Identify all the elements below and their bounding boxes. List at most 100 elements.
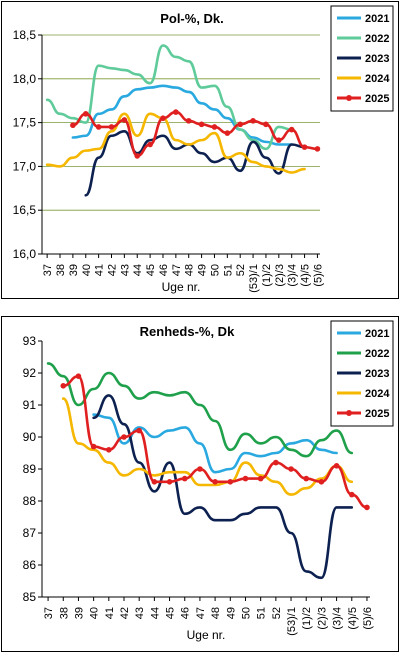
y-tick-label: 87 bbox=[23, 526, 37, 540]
data-point bbox=[263, 121, 269, 128]
legend-label: 2024 bbox=[365, 73, 390, 85]
data-point bbox=[303, 475, 310, 482]
x-tick-label: 48 bbox=[184, 264, 196, 276]
data-point bbox=[333, 463, 340, 469]
y-tick-label: 89 bbox=[23, 462, 37, 476]
series-line bbox=[61, 397, 354, 496]
x-tick-label: 52 bbox=[235, 264, 247, 276]
data-point bbox=[173, 109, 179, 115]
series-2025 bbox=[60, 373, 370, 511]
x-tick-label: (5)/6 bbox=[362, 607, 374, 630]
data-point bbox=[318, 479, 325, 485]
x-tick-label: 41 bbox=[94, 264, 106, 276]
legend-label: 2021 bbox=[365, 13, 389, 25]
data-point bbox=[227, 479, 234, 485]
data-point bbox=[95, 124, 102, 130]
data-point bbox=[147, 141, 153, 148]
y-tick-label: 17,0 bbox=[13, 159, 37, 173]
data-point bbox=[314, 146, 321, 152]
data-point bbox=[364, 504, 370, 511]
x-tick-label: 40 bbox=[81, 264, 93, 276]
x-tick-label: (1)/2 bbox=[261, 264, 273, 287]
data-point bbox=[121, 434, 127, 440]
y-tick-label: 85 bbox=[23, 590, 37, 604]
series-2025 bbox=[70, 109, 321, 159]
x-tick-label: 42 bbox=[119, 607, 131, 619]
data-point bbox=[257, 475, 264, 482]
series-line bbox=[45, 44, 293, 151]
data-point bbox=[60, 383, 67, 389]
data-point bbox=[242, 475, 249, 482]
pol-chart: Pol-%, Dk. 16,0 16,5 17,0 17,5 18,0 18,5 37 38 39… bbox=[13, 5, 394, 294]
y-tick-label: 92 bbox=[23, 366, 37, 380]
x-tick-label: 48 bbox=[210, 607, 222, 619]
data-point bbox=[136, 427, 142, 434]
data-point bbox=[90, 443, 97, 450]
data-point bbox=[348, 491, 355, 498]
pol-chart-panel: Pol-%, Dk. 16,0 16,5 17,0 17,5 18,0 18,5 37 38 39… bbox=[1, 1, 399, 299]
legend-label: 2025 bbox=[365, 408, 389, 420]
y-tick-label: 91 bbox=[23, 398, 37, 412]
y-tick-label: 17,5 bbox=[13, 116, 37, 130]
data-point bbox=[160, 115, 166, 122]
y-tick-label: 18,5 bbox=[13, 28, 37, 42]
data-point bbox=[75, 373, 82, 379]
data-point bbox=[276, 137, 282, 143]
x-tick-label: 37 bbox=[42, 264, 54, 276]
series-line bbox=[71, 84, 293, 146]
x-tick-label: 50 bbox=[209, 264, 221, 276]
legend-label: 2022 bbox=[365, 348, 389, 360]
data-point bbox=[198, 121, 205, 128]
y-tick-label: 86 bbox=[23, 558, 37, 572]
x-tick-label: 43 bbox=[134, 607, 146, 619]
data-point bbox=[108, 124, 115, 130]
x-tick-label: 37 bbox=[43, 607, 55, 619]
x-tick-label: (5)/6 bbox=[312, 264, 324, 287]
chart-title: Renheds-%, Dk bbox=[140, 324, 235, 339]
x-tick-label: 45 bbox=[145, 264, 157, 276]
data-point bbox=[237, 121, 244, 128]
x-tick-label: 39 bbox=[73, 607, 85, 619]
series-2023 bbox=[92, 394, 354, 580]
x-tick-label: 39 bbox=[68, 264, 80, 276]
data-point bbox=[181, 475, 188, 482]
series-2023 bbox=[84, 130, 306, 197]
y-tick-label: 88 bbox=[23, 494, 37, 508]
x-tick-label: 44 bbox=[132, 264, 144, 276]
x-tick-label: 50 bbox=[240, 607, 252, 619]
data-point bbox=[82, 111, 89, 117]
chart-title: Pol-%, Dk. bbox=[160, 11, 224, 26]
data-point bbox=[288, 466, 294, 472]
legend-label: 2023 bbox=[365, 368, 389, 380]
x-tick-label: 46 bbox=[158, 264, 170, 276]
series-line bbox=[45, 112, 306, 174]
y-tick-label: 16,5 bbox=[13, 203, 37, 217]
series-2021 bbox=[71, 84, 293, 146]
x-tick-label: 46 bbox=[180, 607, 192, 619]
data-point bbox=[197, 466, 203, 472]
x-tick-label: 49 bbox=[197, 264, 209, 276]
series-line bbox=[92, 413, 338, 474]
x-tick-label: 43 bbox=[119, 264, 131, 276]
legend: 2021 2022 2023 2024 2025 bbox=[330, 5, 394, 112]
data-point bbox=[250, 118, 256, 124]
x-tick-label: 42 bbox=[107, 264, 119, 276]
x-tick-label: 52 bbox=[271, 607, 283, 619]
data-point bbox=[212, 479, 218, 485]
series-line bbox=[84, 130, 306, 197]
legend-label: 2025 bbox=[365, 93, 389, 105]
series-2024 bbox=[61, 397, 354, 496]
x-tick-label: 47 bbox=[171, 264, 183, 276]
y-tick-label: 93 bbox=[23, 334, 37, 348]
data-point bbox=[301, 144, 308, 150]
legend-marker bbox=[346, 95, 352, 101]
x-tick-label: (53)/1 bbox=[248, 264, 260, 293]
data-point bbox=[288, 126, 295, 133]
data-point bbox=[134, 153, 141, 159]
series-line bbox=[92, 394, 354, 580]
x-tick-label: 45 bbox=[165, 607, 177, 619]
x-tick-label: 51 bbox=[256, 607, 268, 619]
x-axis-label: Uge nr. bbox=[187, 628, 226, 642]
series-2022 bbox=[45, 44, 293, 151]
series-2022 bbox=[46, 362, 354, 458]
